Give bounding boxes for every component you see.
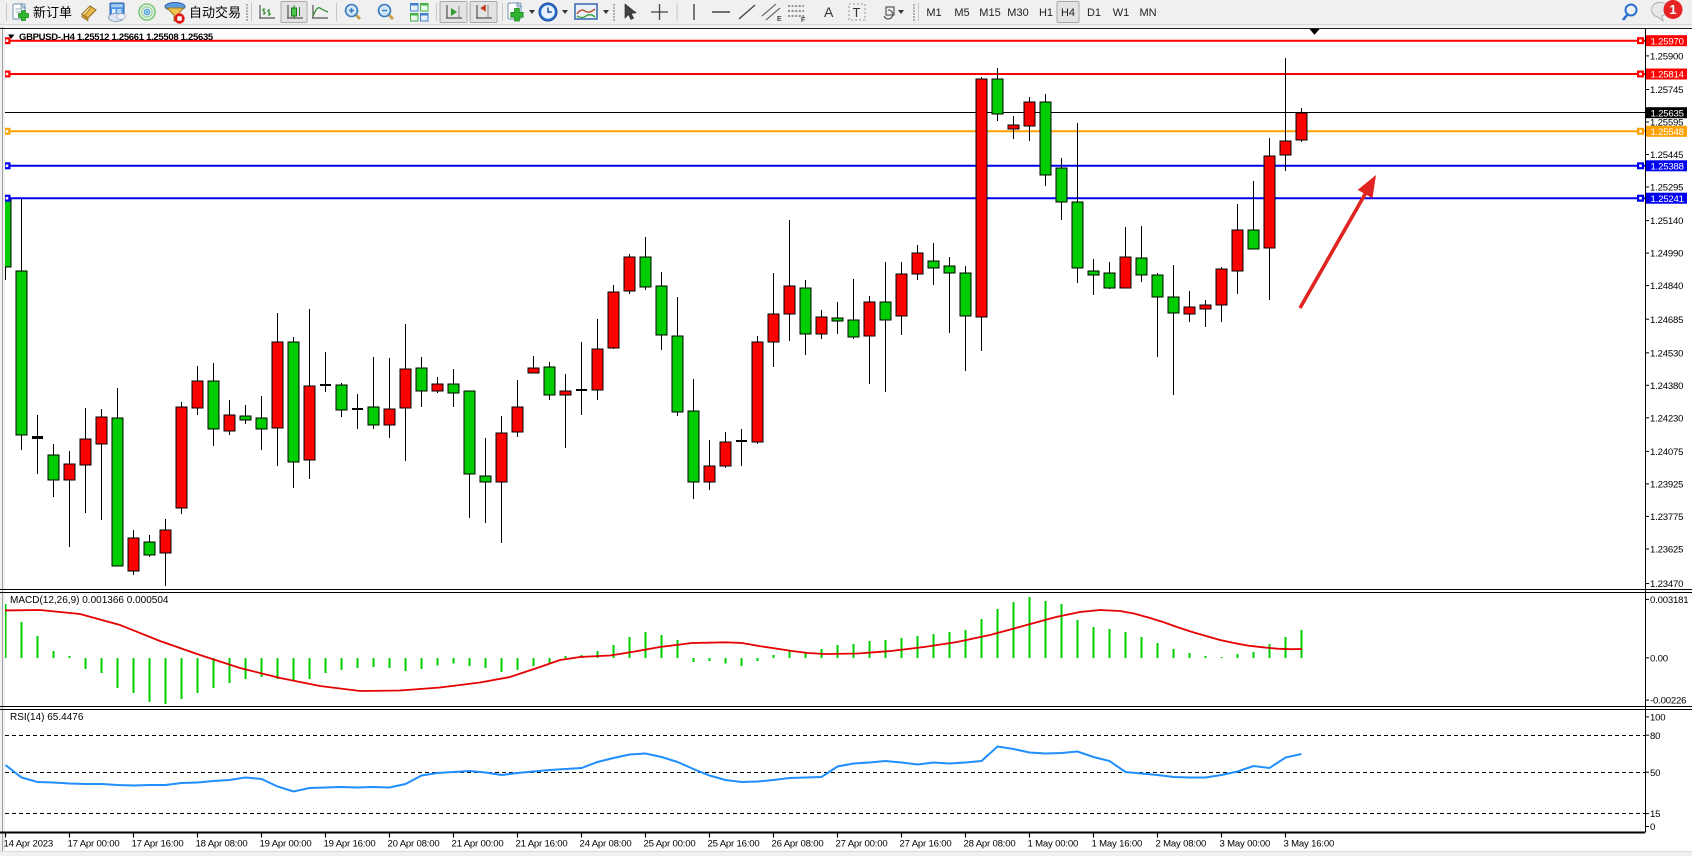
svg-text:1.24990: 1.24990 — [1650, 249, 1683, 260]
svg-text:1.25635: 1.25635 — [1651, 108, 1684, 119]
svg-text:21 Apr 16:00: 21 Apr 16:00 — [516, 839, 568, 850]
svg-text:27 Apr 16:00: 27 Apr 16:00 — [900, 839, 952, 850]
svg-text:27 Apr 00:00: 27 Apr 00:00 — [836, 839, 888, 850]
svg-text:0: 0 — [1650, 822, 1655, 833]
svg-text:RSI(14) 65.4476: RSI(14) 65.4476 — [10, 712, 84, 723]
svg-text:21 Apr 00:00: 21 Apr 00:00 — [452, 839, 504, 850]
svg-text:1.25548: 1.25548 — [1651, 127, 1684, 138]
svg-text:1.25295: 1.25295 — [1650, 183, 1683, 194]
svg-text:F: F — [801, 17, 805, 24]
svg-text:17 Apr 00:00: 17 Apr 00:00 — [68, 839, 120, 850]
svg-text:1.25595: 1.25595 — [1650, 118, 1683, 129]
svg-text:1.25814: 1.25814 — [1651, 70, 1685, 81]
svg-text:A: A — [824, 4, 834, 20]
svg-text:17 Apr 16:00: 17 Apr 16:00 — [132, 839, 184, 850]
svg-text:1.23625: 1.23625 — [1650, 545, 1683, 556]
svg-text:0.00: 0.00 — [1650, 653, 1668, 664]
svg-text:1.23775: 1.23775 — [1650, 512, 1683, 523]
svg-text:M15: M15 — [979, 7, 1000, 19]
svg-text:1.24380: 1.24380 — [1650, 381, 1683, 392]
svg-text:26 Apr 08:00: 26 Apr 08:00 — [772, 839, 824, 850]
svg-text:3 May 16:00: 3 May 16:00 — [1284, 839, 1335, 850]
svg-text:1.25388: 1.25388 — [1651, 161, 1684, 172]
svg-text:H4: H4 — [1061, 7, 1075, 19]
svg-text:H1: H1 — [1039, 7, 1053, 19]
svg-text:M30: M30 — [1007, 7, 1028, 19]
svg-text:1.24230: 1.24230 — [1650, 413, 1683, 424]
svg-text:1.23925: 1.23925 — [1650, 480, 1683, 491]
svg-text:-0.00226: -0.00226 — [1650, 696, 1686, 707]
svg-text:50: 50 — [1650, 768, 1660, 779]
svg-text:19 Apr 00:00: 19 Apr 00:00 — [260, 839, 312, 850]
svg-text:1.25445: 1.25445 — [1650, 150, 1683, 161]
svg-text:D1: D1 — [1087, 7, 1101, 19]
svg-text:MACD(12,26,9) 0.001366 0.00050: MACD(12,26,9) 0.001366 0.000504 — [10, 595, 169, 606]
svg-text:20 Apr 08:00: 20 Apr 08:00 — [388, 839, 440, 850]
svg-text:1.24075: 1.24075 — [1650, 447, 1683, 458]
svg-text:28 Apr 08:00: 28 Apr 08:00 — [964, 839, 1016, 850]
svg-text:14 Apr 2023: 14 Apr 2023 — [4, 839, 54, 850]
svg-text:新订单: 新订单 — [33, 5, 72, 20]
svg-text:MN: MN — [1139, 7, 1156, 19]
svg-text:1.25140: 1.25140 — [1650, 216, 1683, 227]
svg-text:T: T — [853, 5, 861, 20]
svg-text:2 May 08:00: 2 May 08:00 — [1156, 839, 1207, 850]
svg-text:3 May 00:00: 3 May 00:00 — [1220, 839, 1271, 850]
svg-text:1.24685: 1.24685 — [1650, 315, 1683, 326]
svg-text:M1: M1 — [926, 7, 941, 19]
svg-text:19 Apr 16:00: 19 Apr 16:00 — [324, 839, 376, 850]
svg-text:W1: W1 — [1113, 7, 1130, 19]
svg-text:25 Apr 00:00: 25 Apr 00:00 — [644, 839, 696, 850]
svg-text:18 Apr 08:00: 18 Apr 08:00 — [196, 839, 248, 850]
svg-text:100: 100 — [1650, 713, 1665, 724]
svg-text:1.25241: 1.25241 — [1651, 194, 1684, 205]
svg-text:1.24840: 1.24840 — [1650, 281, 1683, 292]
svg-text:1 May 16:00: 1 May 16:00 — [1092, 839, 1143, 850]
svg-text:1: 1 — [1669, 2, 1676, 17]
svg-text:1.24530: 1.24530 — [1650, 348, 1683, 359]
svg-text:25 Apr 16:00: 25 Apr 16:00 — [708, 839, 760, 850]
svg-text:1 May 00:00: 1 May 00:00 — [1028, 839, 1079, 850]
svg-text:1.25745: 1.25745 — [1650, 85, 1683, 96]
svg-text:1.25900: 1.25900 — [1650, 52, 1683, 63]
svg-text:E: E — [777, 16, 782, 23]
svg-text:自动交易: 自动交易 — [189, 5, 241, 20]
svg-text:M5: M5 — [954, 7, 969, 19]
svg-text:1.23470: 1.23470 — [1650, 579, 1683, 590]
svg-text:GBPUSD-.H4 1.25512 1.25661 1.: GBPUSD-.H4 1.25512 1.25661 1.25508 1.256… — [19, 32, 214, 43]
svg-text:0.003181: 0.003181 — [1650, 595, 1688, 606]
svg-text:80: 80 — [1650, 731, 1660, 742]
svg-text:15: 15 — [1650, 809, 1660, 820]
svg-text:1.25970: 1.25970 — [1651, 36, 1684, 47]
svg-text:24 Apr 08:00: 24 Apr 08:00 — [580, 839, 632, 850]
